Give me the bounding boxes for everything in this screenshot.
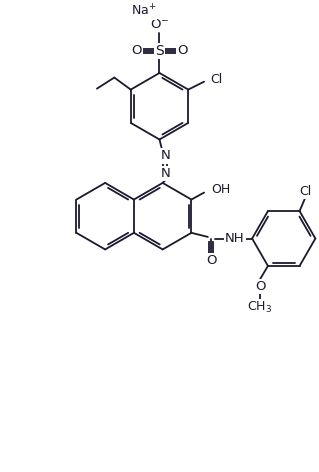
Text: Cl: Cl	[299, 185, 311, 198]
Text: O: O	[131, 44, 142, 57]
Text: O: O	[255, 280, 265, 293]
Text: O: O	[177, 44, 188, 57]
Text: OH: OH	[211, 183, 230, 196]
Text: Na$^{+}$: Na$^{+}$	[131, 3, 156, 19]
Text: O: O	[206, 254, 216, 267]
Text: N: N	[160, 167, 170, 180]
Text: O$^{-}$: O$^{-}$	[150, 18, 169, 31]
Text: NH: NH	[225, 232, 245, 245]
Text: CH$_{3}$: CH$_{3}$	[248, 300, 273, 315]
Text: S: S	[155, 44, 164, 58]
Text: Cl: Cl	[211, 73, 223, 86]
Text: N: N	[160, 150, 170, 162]
